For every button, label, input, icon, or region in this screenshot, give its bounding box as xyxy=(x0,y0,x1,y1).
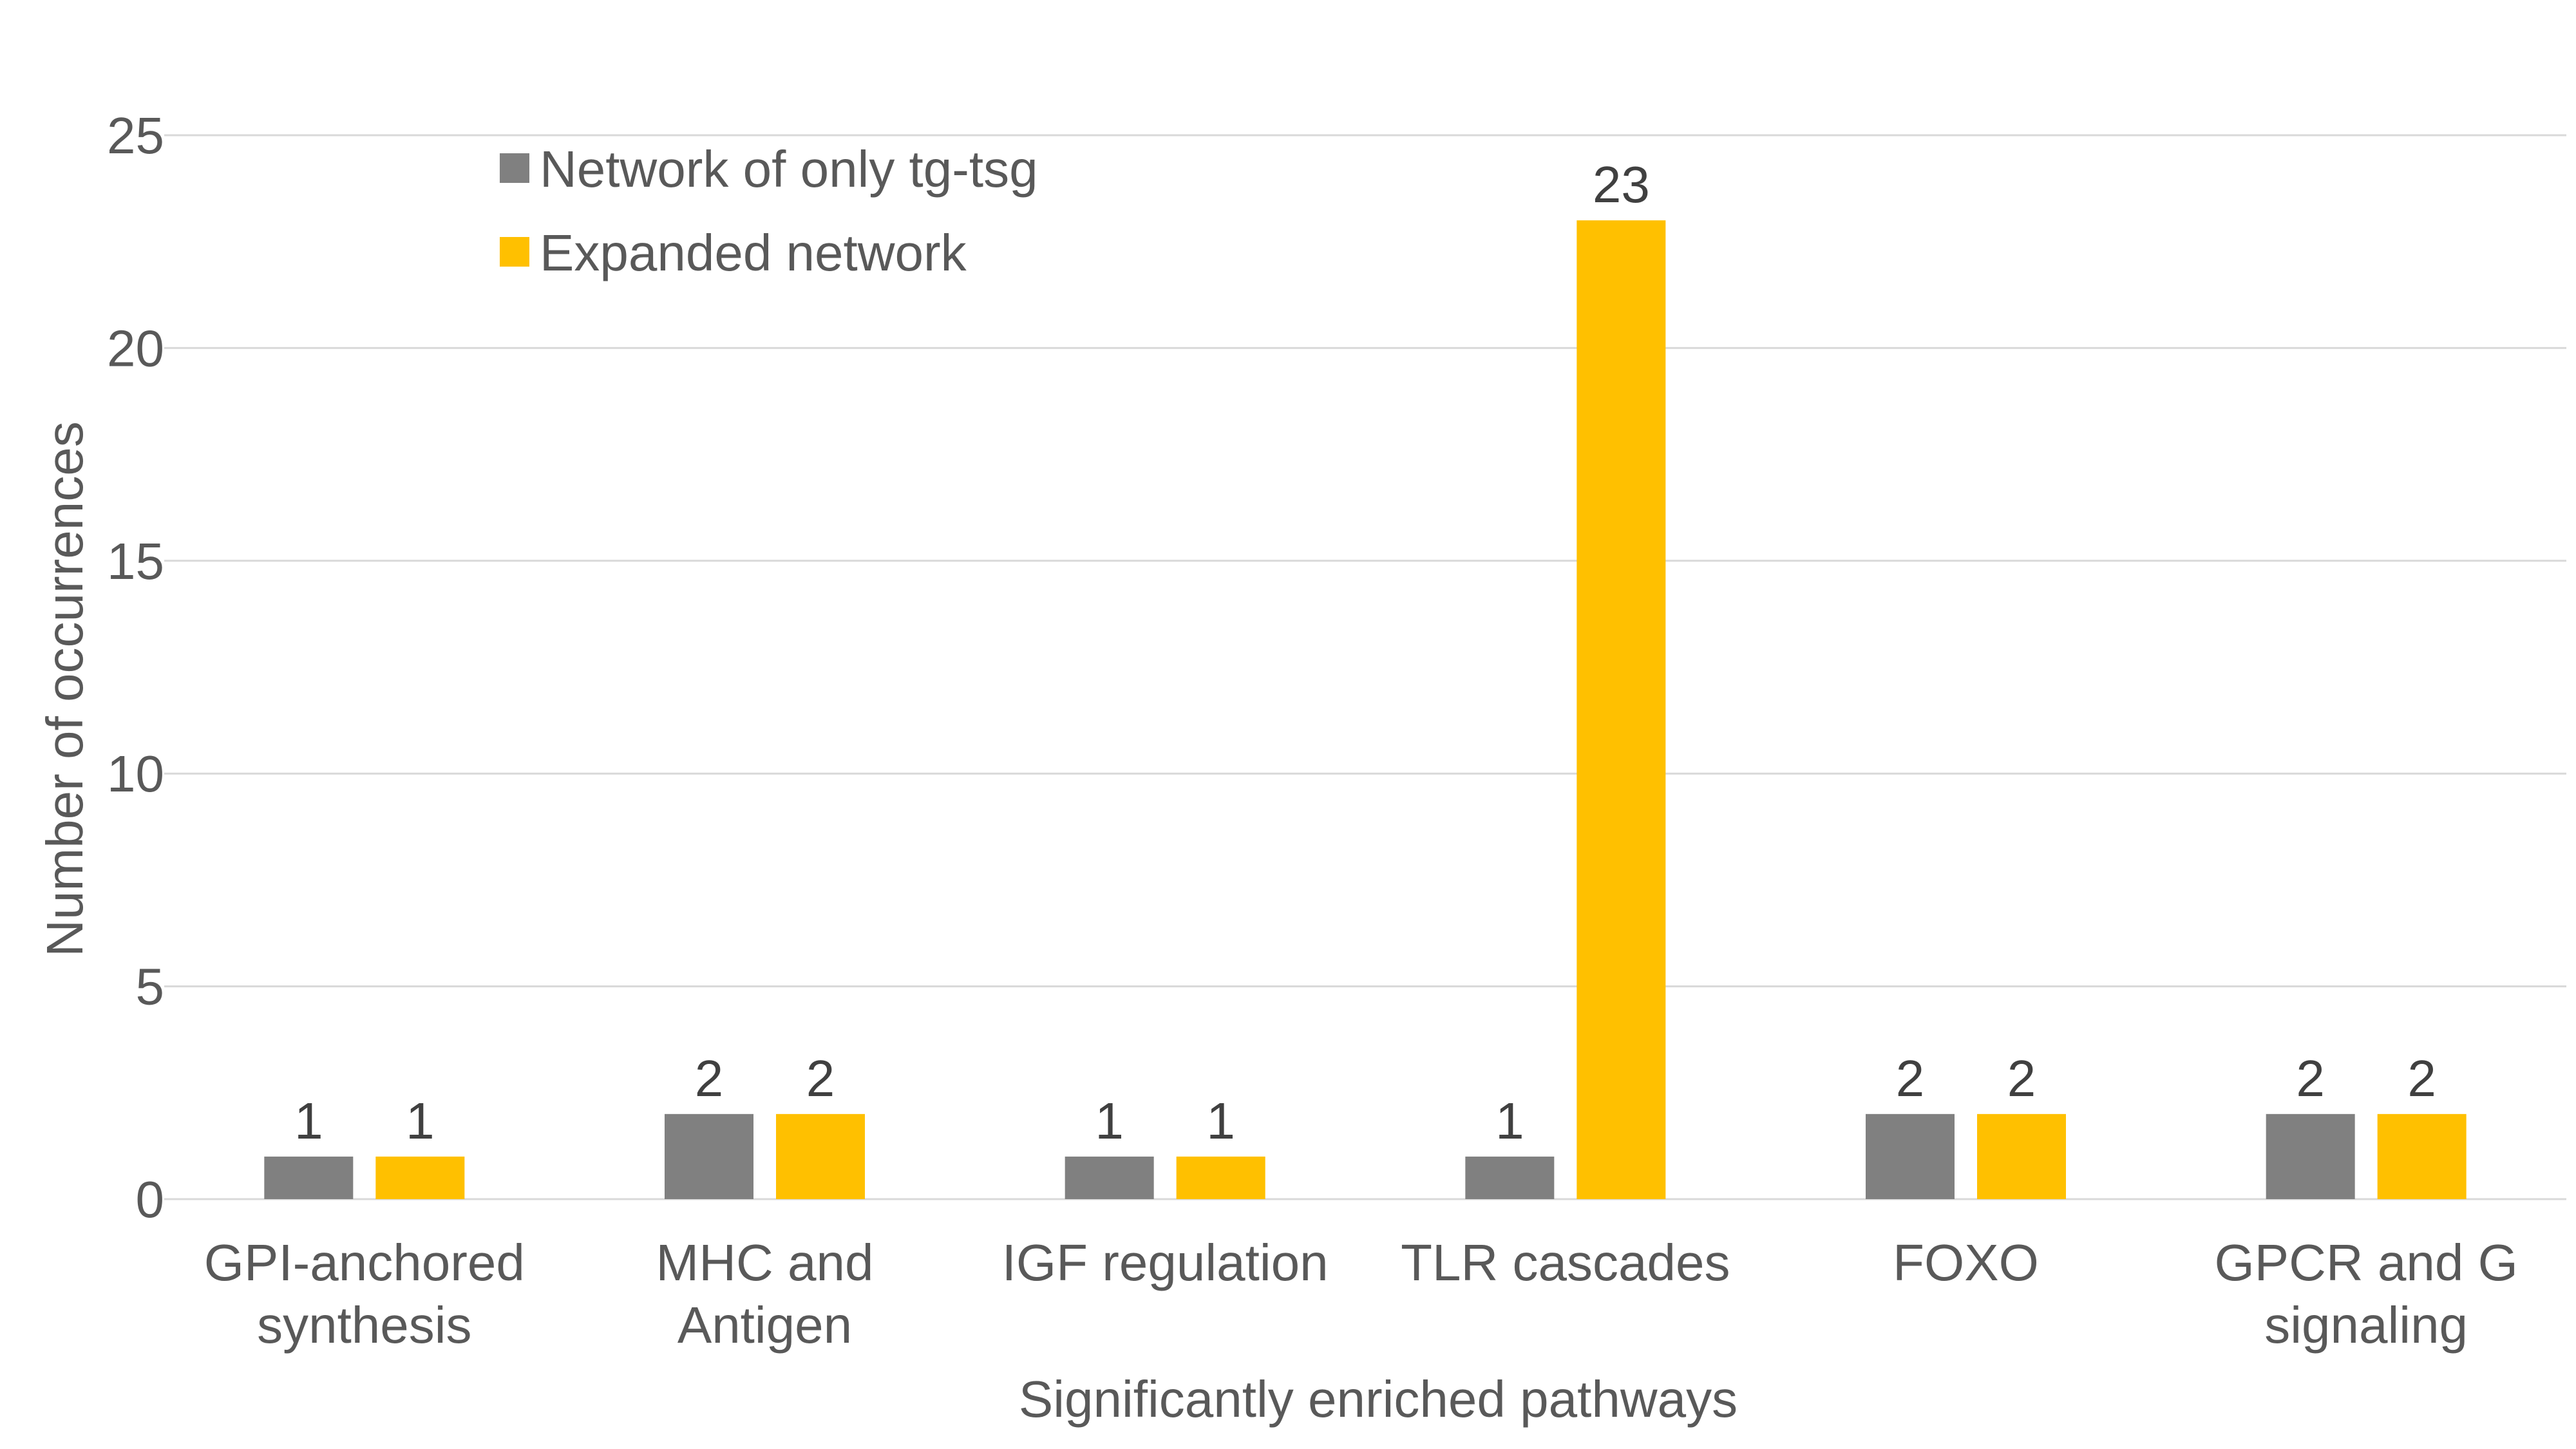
data-label: 2 xyxy=(695,1050,724,1107)
data-label: 1 xyxy=(1095,1092,1124,1150)
data-label: 2 xyxy=(806,1050,835,1107)
x-tick-label: TLR cascades xyxy=(1401,1234,1730,1291)
x-tick-label: IGF regulation xyxy=(1002,1234,1329,1291)
legend: Network of only tg-tsg Expanded network xyxy=(500,140,1038,281)
data-label: 1 xyxy=(1495,1092,1524,1150)
y-tick-label: 20 xyxy=(107,319,164,377)
y-tick-label: 5 xyxy=(136,958,165,1016)
bar xyxy=(1577,220,1666,1199)
data-label: 2 xyxy=(1896,1050,1925,1107)
data-label: 2 xyxy=(2407,1050,2436,1107)
bar xyxy=(1977,1113,2066,1199)
bars xyxy=(264,220,2467,1199)
bar xyxy=(2377,1113,2467,1199)
y-axis-title: Number of occurrences xyxy=(36,421,93,956)
data-label: 2 xyxy=(2296,1050,2325,1107)
legend-swatch xyxy=(500,153,529,183)
y-tick-label: 0 xyxy=(136,1171,165,1228)
gridlines xyxy=(164,134,2566,1200)
bar xyxy=(1465,1156,1555,1199)
x-tick-label: MHC and Antigen xyxy=(656,1234,874,1354)
data-labels: 1 1 2 2 1 1 1 23 2 2 2 2 xyxy=(294,156,2436,1150)
bar xyxy=(264,1156,354,1199)
data-label: 1 xyxy=(406,1092,435,1150)
legend-swatch xyxy=(500,237,529,267)
legend-label: Expanded network xyxy=(540,224,967,281)
x-tick-label: FOXO xyxy=(1893,1234,2039,1291)
bar xyxy=(375,1156,465,1199)
y-tick-label: 10 xyxy=(107,745,164,802)
data-label: 1 xyxy=(294,1092,323,1150)
y-tick-label: 25 xyxy=(107,107,164,164)
bar xyxy=(1065,1156,1154,1199)
x-axis-category-labels: GPI-anchored synthesis MHC and Antigen IGF r… xyxy=(204,1234,2518,1354)
legend-label: Network of only tg-tsg xyxy=(540,140,1038,198)
bar xyxy=(665,1113,753,1199)
x-axis-title: Significantly enriched pathways xyxy=(1019,1370,1738,1428)
data-label: 1 xyxy=(1206,1092,1235,1150)
data-label: 2 xyxy=(2007,1050,2036,1107)
bar xyxy=(1866,1113,1955,1199)
bar xyxy=(776,1113,865,1199)
bar xyxy=(2266,1113,2355,1199)
data-label: 23 xyxy=(1593,156,1650,213)
y-axis-tick-labels: 0 5 10 15 20 25 xyxy=(107,107,164,1228)
bar xyxy=(1176,1156,1265,1199)
y-tick-label: 15 xyxy=(107,533,164,590)
x-tick-label: GPI-anchored synthesis xyxy=(204,1234,525,1354)
